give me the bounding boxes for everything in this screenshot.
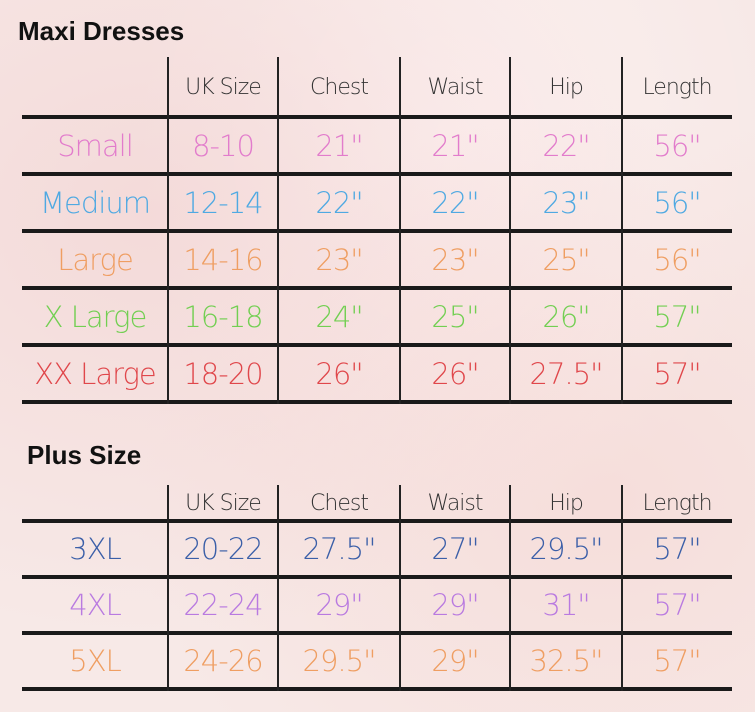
size-label: 3XL <box>69 532 121 566</box>
measurement-cell: 29.5" <box>529 532 604 566</box>
row-divider <box>22 286 732 290</box>
table-row: X Large 16-18 24" 25" 26" 57" <box>22 288 732 345</box>
measurement-cell: 26" <box>542 299 590 334</box>
measurement-cell: 27.5" <box>302 532 377 566</box>
measurement-cell: 27" <box>431 532 479 566</box>
measurement-cell: 26" <box>431 356 479 391</box>
measurement-cell: 12-14 <box>183 185 263 220</box>
column-header <box>22 485 168 521</box>
column-header: Hip <box>549 490 584 516</box>
maxi-dresses-size-table: UK Size Chest Waist Hip Length Small 8-10 21" 21… <box>22 57 732 406</box>
measurement-cell: 24" <box>315 299 363 334</box>
size-label: Large <box>57 242 134 277</box>
measurement-cell: 18-20 <box>183 356 263 391</box>
table-row: Small 8-10 21" 21" 22" 56" <box>22 117 732 174</box>
column-divider <box>509 57 511 404</box>
measurement-cell: 57" <box>653 532 701 566</box>
measurement-cell: 29" <box>315 588 363 622</box>
measurement-cell: 26" <box>315 356 363 391</box>
column-header <box>22 57 168 117</box>
column-header: Length <box>642 490 712 516</box>
measurement-cell: 14-16 <box>183 242 263 277</box>
measurement-cell: 23" <box>315 242 363 277</box>
table-row: 5XL 24-26 29.5" 29" 32.5" 57" <box>22 633 732 689</box>
measurement-cell: 24-26 <box>183 644 263 678</box>
measurement-cell: 21" <box>315 128 363 163</box>
column-divider <box>399 57 401 404</box>
column-header: Hip <box>549 74 584 100</box>
column-divider <box>621 57 623 404</box>
table-row: XX Large 18-20 26" 26" 27.5" 57" <box>22 345 732 402</box>
row-divider <box>22 172 732 176</box>
measurement-cell: 29" <box>431 588 479 622</box>
table-row: 4XL 22-24 29" 29" 31" 57" <box>22 577 732 633</box>
measurement-cell: 29" <box>431 644 479 678</box>
measurement-cell: 22" <box>431 185 479 220</box>
measurement-cell: 57" <box>653 299 701 334</box>
row-divider <box>22 400 732 404</box>
header-row: UK Size Chest Waist Hip Length <box>22 57 732 117</box>
column-header: Waist <box>427 74 483 100</box>
measurement-cell: 21" <box>431 128 479 163</box>
size-label: XX Large <box>34 356 157 391</box>
table-row: Medium 12-14 22" 22" 23" 56" <box>22 174 732 231</box>
measurement-cell: 57" <box>653 644 701 678</box>
column-divider <box>509 485 511 691</box>
column-divider <box>399 485 401 691</box>
measurement-cell: 22" <box>542 128 590 163</box>
row-divider <box>22 343 732 347</box>
column-divider <box>277 485 279 691</box>
row-divider <box>22 631 732 635</box>
measurement-cell: 32.5" <box>529 644 604 678</box>
size-label: Small <box>57 128 134 163</box>
measurement-cell: 25" <box>542 242 590 277</box>
column-header: Waist <box>427 490 483 516</box>
measurement-cell: 16-18 <box>183 299 263 334</box>
measurement-cell: 23" <box>431 242 479 277</box>
row-divider <box>22 519 732 523</box>
measurement-cell: 29.5" <box>302 644 377 678</box>
maxi-dresses-title: Maxi Dresses <box>18 16 185 46</box>
measurement-cell: 25" <box>431 299 479 334</box>
measurement-cell: 57" <box>653 356 701 391</box>
measurement-cell: 57" <box>653 588 701 622</box>
table-row: 3XL 20-22 27.5" 27" 29.5" 57" <box>22 521 732 577</box>
column-header: Chest <box>310 490 369 516</box>
measurement-cell: 56" <box>653 242 701 277</box>
size-label: X Large <box>43 299 148 334</box>
measurement-cell: 56" <box>653 128 701 163</box>
row-divider <box>22 687 732 691</box>
row-divider <box>22 575 732 579</box>
column-header: UK Size <box>185 74 262 100</box>
row-divider <box>22 229 732 233</box>
measurement-cell: 27.5" <box>529 356 604 391</box>
row-divider <box>22 115 732 119</box>
measurement-cell: 20-22 <box>183 532 263 566</box>
table-row: Large 14-16 23" 23" 25" 56" <box>22 231 732 288</box>
measurement-cell: 56" <box>653 185 701 220</box>
column-header: Chest <box>310 74 369 100</box>
measurement-cell: 31" <box>542 588 590 622</box>
column-header: UK Size <box>185 490 262 516</box>
size-label: Medium <box>40 185 151 220</box>
column-divider <box>277 57 279 404</box>
column-divider <box>621 485 623 691</box>
size-label: 5XL <box>69 644 121 678</box>
column-header: Length <box>642 74 712 100</box>
column-divider <box>167 485 169 691</box>
measurement-cell: 23" <box>542 185 590 220</box>
size-label: 4XL <box>69 588 121 622</box>
measurement-cell: 22" <box>315 185 363 220</box>
column-divider <box>167 57 169 404</box>
measurement-cell: 8-10 <box>192 128 255 163</box>
measurement-cell: 22-24 <box>183 588 263 622</box>
plus-size-table: UK Size Chest Waist Hip Length 3XL 20-22 27.5" 2… <box>22 485 732 693</box>
header-row: UK Size Chest Waist Hip Length <box>22 485 732 521</box>
plus-size-title: Plus Size <box>27 440 142 470</box>
